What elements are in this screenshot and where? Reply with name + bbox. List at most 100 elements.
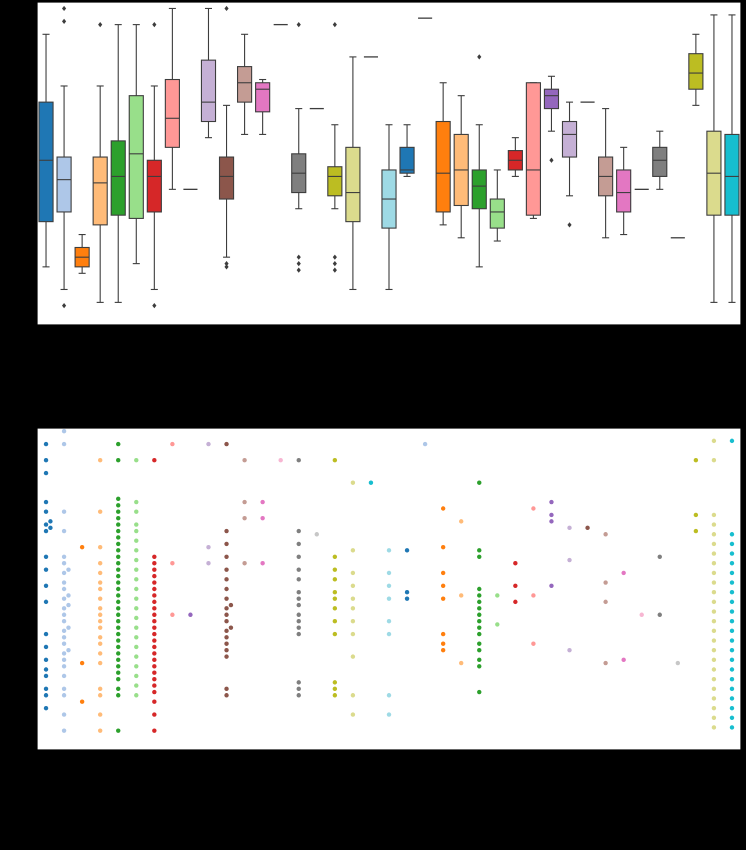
swarm-point-32-3 (603, 580, 608, 585)
swarm-point-7-22 (152, 573, 157, 579)
box-2-flier-3 (61, 5, 67, 12)
box-5 (110, 24, 126, 303)
swarm-point-11-9 (224, 619, 229, 624)
swarm-point-7-20 (152, 586, 157, 592)
swarm-point-29-2 (549, 519, 554, 524)
swarm-point-4-20 (97, 458, 103, 463)
swarm-point-7-6 (152, 676, 157, 682)
swarm-point-5-1 (116, 728, 121, 733)
swarm-point-7-21 (152, 580, 157, 585)
swarm-point-2-3 (61, 693, 67, 698)
swarm-point-1-13 (43, 528, 49, 534)
swarm-point-2-11 (61, 635, 67, 640)
swarm-point-5-13 (116, 619, 121, 624)
swarm-point-1-16 (48, 519, 53, 524)
swarm-point-21-3 (404, 548, 410, 553)
swarm-point-23-1 (440, 647, 446, 653)
swarm-point-16-1 (314, 532, 319, 537)
swarm-point-20-6 (386, 583, 392, 588)
swarm-point-18-8 (350, 583, 356, 588)
swarm-point-7-4 (152, 689, 157, 695)
swarm-point-24-1 (459, 660, 464, 666)
swarm-point-23-7 (440, 544, 446, 550)
swarm-point-21-1 (404, 596, 410, 601)
swarm-point-5-6 (116, 664, 121, 669)
swarm-point-17-8 (332, 590, 338, 595)
swarm-point-17-9 (332, 577, 338, 582)
swarm-point-1-5 (43, 667, 49, 672)
swarm-point-17-10 (332, 567, 338, 572)
swarm-point-37-2 (693, 512, 699, 518)
box-6 (128, 24, 144, 265)
swarm-point-25-1 (477, 689, 482, 695)
box-30-flier-1 (567, 222, 572, 228)
box-2-flier-1 (61, 303, 67, 309)
swarm-point-4-19 (97, 509, 103, 514)
swarm-point-39-13 (729, 609, 735, 614)
swarm-point-11-7 (224, 628, 229, 634)
swarm-point-39-7 (729, 667, 735, 672)
swarm-point-5-29 (116, 515, 121, 521)
swarm-point-5-23 (116, 554, 121, 559)
box-15 (291, 22, 307, 273)
swarm-point-18-11 (350, 480, 356, 485)
box-28-iqr (525, 82, 542, 216)
swarm-point-5-21 (116, 567, 121, 572)
box-17-flier-2 (332, 261, 337, 267)
swarm-point-39-14 (729, 599, 735, 605)
swarm-point-5-34 (116, 441, 121, 447)
swarm-point-5-25 (116, 541, 121, 547)
swarm-point-4-4 (97, 686, 103, 692)
swarm-point-38-23 (711, 512, 717, 518)
box-28 (525, 82, 542, 219)
swarm-point-23-4 (440, 596, 446, 601)
box-18 (345, 56, 361, 291)
swarm-point-15-5 (296, 625, 301, 630)
swarm-point-4-9 (97, 625, 103, 630)
swarm-point-39-4 (729, 696, 735, 701)
swarm-column-28 (531, 506, 536, 646)
box-4-iqr (92, 156, 108, 226)
swarm-point-6-19 (134, 522, 139, 527)
box-37 (688, 33, 704, 106)
swarm-plot-background (36, 427, 742, 751)
swarm-point-39-6 (729, 676, 735, 682)
swarm-point-38-12 (711, 619, 717, 624)
swarm-point-22-1 (422, 441, 428, 447)
swarm-point-5-16 (116, 599, 121, 605)
swarm-point-38-18 (711, 561, 717, 566)
swarm-column-30 (567, 525, 572, 653)
swarm-point-5-22 (116, 561, 121, 566)
box-25-iqr (471, 169, 487, 210)
swarm-point-5-27 (116, 528, 121, 534)
swarm-point-18-6 (350, 606, 356, 611)
swarm-point-2-2 (61, 712, 67, 717)
swarm-column-22 (422, 441, 428, 447)
swarm-point-5-26 (116, 535, 121, 540)
box-7 (146, 22, 162, 309)
swarm-column-1 (43, 441, 53, 711)
swarm-point-1-14 (48, 525, 53, 531)
swarm-point-20-5 (386, 596, 392, 601)
swarm-point-26-2 (495, 593, 500, 598)
box-11 (218, 5, 235, 270)
swarm-point-7-23 (152, 567, 157, 572)
box-4 (92, 22, 108, 303)
swarm-point-1-21 (43, 441, 49, 447)
box-29-flier-1 (549, 157, 554, 163)
swarm-column-26 (495, 593, 500, 627)
swarm-point-7-19 (152, 593, 157, 598)
swarm-plot-marks (43, 429, 735, 733)
swarm-point-2-5 (61, 673, 67, 679)
swarm-point-11-12 (228, 602, 234, 608)
swarm-point-25-6 (477, 631, 482, 637)
swarm-column-2 (61, 429, 71, 733)
swarm-point-11-14 (224, 586, 229, 592)
box-32 (598, 108, 614, 239)
swarm-point-4-8 (97, 635, 103, 640)
swarm-point-32-4 (603, 532, 608, 537)
swarm-point-39-17 (729, 570, 735, 576)
box-11-flier-1 (224, 264, 229, 270)
box-27 (507, 137, 523, 177)
